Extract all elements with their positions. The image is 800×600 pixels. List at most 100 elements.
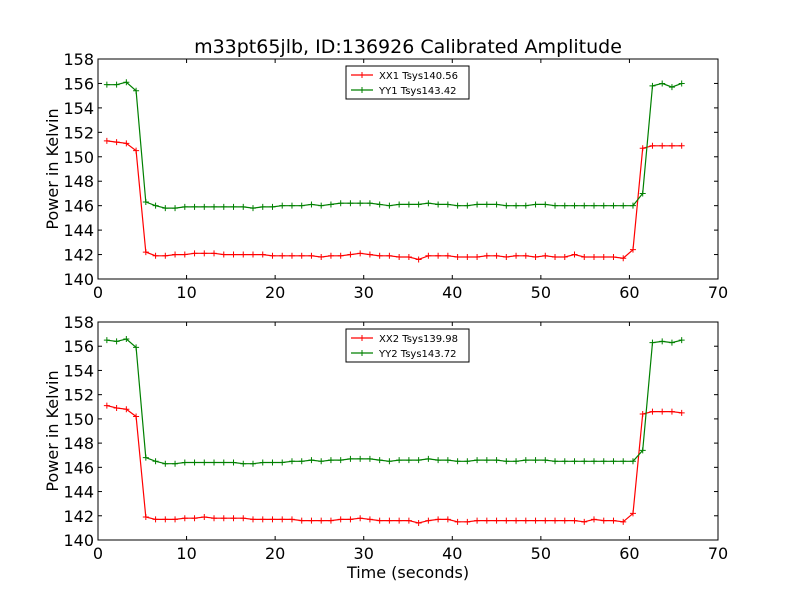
top-data-point	[269, 203, 276, 210]
bottom-data-point	[464, 458, 471, 465]
top-data-point	[288, 252, 295, 259]
top-data-point	[425, 252, 432, 259]
bottom-data-point	[522, 517, 529, 524]
bottom-legend-label-1: YY2 Tsys143.72	[378, 349, 457, 360]
bottom-data-point	[366, 516, 373, 523]
bottom-data-point	[240, 460, 247, 467]
bottom-data-point	[591, 458, 597, 465]
bottom-x-axis-label: Time (seconds)	[346, 563, 469, 582]
bottom-data-point	[337, 516, 344, 523]
bottom-data-point	[162, 460, 169, 467]
bottom-data-point	[142, 513, 149, 520]
top-data-point	[503, 202, 510, 209]
top-data-point	[220, 203, 227, 210]
bottom-data-point	[386, 517, 393, 524]
bottom-data-point	[269, 516, 276, 523]
top-data-point	[454, 254, 461, 260]
top-data-point	[259, 251, 266, 258]
top-data-point	[201, 203, 208, 210]
top-data-point	[347, 251, 354, 258]
bottom-data-point	[542, 457, 549, 464]
bottom-data-point	[191, 459, 198, 466]
top-data-point	[191, 250, 198, 257]
top-data-point	[435, 201, 442, 208]
bottom-data-point	[659, 408, 666, 415]
bottom-data-point	[308, 517, 315, 524]
top-data-point	[269, 252, 276, 259]
bottom-data-point	[220, 459, 227, 466]
top-data-point	[522, 202, 529, 209]
top-data-point	[444, 252, 451, 259]
bottom-data-point	[133, 413, 140, 420]
bottom-data-point	[152, 516, 159, 523]
top-data-point	[405, 254, 412, 260]
bottom-y-tick-label: 154	[63, 361, 94, 380]
bottom-data-point	[288, 516, 295, 523]
top-data-point	[405, 201, 412, 208]
top-data-point	[620, 255, 627, 262]
top-data-point	[327, 201, 334, 208]
top-data-point	[172, 251, 179, 258]
top-data-point	[376, 201, 383, 208]
bottom-data-point	[610, 458, 617, 465]
top-data-point	[474, 254, 481, 260]
bottom-data-point	[269, 459, 276, 466]
bottom-series-red	[103, 402, 685, 527]
bottom-data-point	[483, 517, 490, 524]
top-data-point	[678, 142, 685, 149]
top-data-point	[396, 254, 403, 260]
bottom-data-point	[493, 517, 500, 524]
bottom-data-point	[581, 458, 588, 465]
top-y-tick-label: 140	[63, 270, 94, 289]
bottom-data-point	[415, 520, 422, 527]
bottom-x-tick-label: 70	[708, 544, 728, 563]
top-data-point	[308, 252, 315, 259]
top-legend-label-1: YY1 Tsys143.42	[378, 86, 457, 97]
bottom-data-point	[396, 457, 403, 464]
top-y-tick-label: 142	[63, 246, 94, 265]
top-data-point	[571, 202, 578, 209]
bottom-data-point	[259, 516, 266, 523]
top-data-point	[347, 200, 354, 207]
bottom-data-point	[542, 517, 549, 524]
bottom-legend: XX2 Tsys139.98 YY2 Tsys143.72	[345, 328, 470, 363]
bottom-data-point	[123, 406, 130, 413]
bottom-x-tick-label: 40	[442, 544, 462, 563]
bottom-data-point	[571, 517, 578, 524]
top-data-point	[298, 202, 305, 209]
bottom-data-point	[581, 518, 588, 525]
bottom-data-point	[230, 459, 237, 466]
top-data-point	[386, 252, 393, 259]
top-data-point	[386, 202, 393, 209]
bottom-data-point	[629, 458, 636, 465]
top-data-point	[600, 202, 607, 209]
top-data-point	[152, 252, 159, 259]
top-data-point	[172, 205, 179, 212]
top-data-point	[581, 202, 588, 209]
top-data-point	[620, 202, 627, 209]
top-data-point	[181, 251, 188, 258]
bottom-data-point	[532, 517, 539, 524]
top-y-tick-label: 152	[63, 123, 94, 142]
top-x-tick-label: 50	[531, 283, 551, 302]
bottom-data-point	[425, 517, 432, 524]
top-x-tick-label: 30	[354, 283, 374, 302]
bottom-data-point	[211, 459, 218, 466]
top-y-tick-label: 154	[63, 99, 94, 118]
bottom-data-point	[181, 515, 188, 522]
bottom-y-tick-label: 142	[63, 507, 94, 526]
top-data-point	[337, 200, 344, 207]
bottom-data-point	[483, 457, 490, 464]
top-data-point	[298, 252, 305, 259]
bottom-data-point	[181, 459, 188, 466]
bottom-data-point	[142, 454, 149, 461]
bottom-data-point	[415, 457, 422, 464]
top-y-tick-label: 158	[63, 50, 94, 69]
top-data-point	[230, 251, 237, 258]
bottom-data-point	[552, 517, 559, 524]
top-data-point	[103, 81, 110, 88]
top-data-point	[396, 201, 403, 208]
top-series-red	[103, 137, 685, 263]
bottom-x-tick-label: 20	[265, 544, 285, 563]
bottom-data-point	[493, 457, 500, 464]
